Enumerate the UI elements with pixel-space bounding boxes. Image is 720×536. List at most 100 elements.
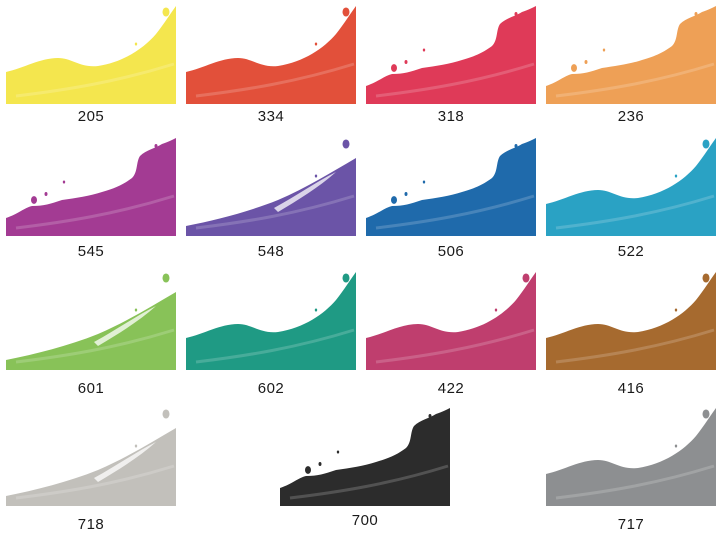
brush-texture — [555, 464, 715, 500]
paint-droplet — [31, 196, 37, 204]
paint-stroke-602 — [186, 272, 356, 370]
swatch-602: 602 — [186, 270, 356, 397]
paint-stroke-334 — [186, 6, 356, 104]
swatch-label-601: 601 — [77, 380, 105, 397]
paint-droplet — [674, 308, 678, 312]
swatch-label-236: 236 — [617, 108, 645, 125]
paint-stroke-body — [6, 428, 176, 506]
swatch-236: 236 — [546, 4, 716, 125]
swatch-334: 334 — [186, 4, 356, 125]
paint-droplet — [162, 273, 170, 283]
swatch-717: 717 — [546, 406, 716, 533]
paint-stroke-422 — [366, 272, 536, 370]
swatch-416: 416 — [546, 270, 716, 397]
paint-droplet — [342, 139, 350, 149]
highlight-streak — [94, 442, 156, 482]
swatch-205: 205 — [6, 4, 176, 125]
paint-droplet — [134, 308, 138, 312]
swatch-label-548: 548 — [257, 243, 285, 260]
paint-stroke-body — [546, 272, 716, 370]
paint-droplet — [702, 273, 710, 283]
paint-stroke-body — [366, 272, 536, 370]
paint-droplet — [522, 273, 530, 283]
swatch-label-545: 545 — [77, 243, 105, 260]
paint-droplet — [391, 196, 397, 204]
paint-stroke-601 — [6, 273, 176, 370]
paint-stroke-545 — [6, 138, 176, 236]
paint-droplet — [342, 273, 350, 283]
swatch-label-506: 506 — [437, 243, 465, 260]
paint-stroke-717 — [546, 408, 716, 506]
paint-stroke-416 — [546, 272, 716, 370]
paint-droplet — [694, 12, 698, 16]
paint-droplet — [571, 64, 577, 72]
swatch-label-700: 700 — [351, 512, 379, 529]
paint-stroke-body — [6, 292, 176, 370]
swatch-422: 422 — [366, 270, 536, 397]
paint-droplet — [514, 12, 518, 16]
paint-droplet — [314, 174, 318, 178]
brush-texture — [375, 194, 535, 230]
paint-stroke-body — [366, 138, 536, 236]
brush-texture — [375, 62, 535, 98]
paint-droplet — [404, 192, 408, 196]
paint-droplet — [62, 180, 66, 184]
paint-stroke-body — [546, 138, 716, 236]
swatch-label-522: 522 — [617, 243, 645, 260]
paint-droplet — [318, 462, 322, 466]
paint-droplet — [44, 192, 48, 196]
paint-stroke-body — [280, 408, 450, 506]
paint-stroke-body — [186, 272, 356, 370]
paint-droplet — [162, 409, 170, 419]
swatch-318: 318 — [366, 4, 536, 125]
swatch-522: 522 — [546, 136, 716, 260]
paint-stroke-700 — [280, 408, 450, 506]
paint-stroke-506 — [366, 138, 536, 236]
paint-stroke-205 — [6, 6, 176, 104]
swatch-label-318: 318 — [437, 108, 465, 125]
brush-texture — [555, 194, 715, 230]
paint-droplet — [584, 60, 588, 64]
brush-texture — [555, 328, 715, 364]
swatch-700: 700 — [280, 406, 450, 529]
swatch-label-422: 422 — [437, 380, 465, 397]
paint-stroke-body — [186, 158, 356, 236]
paint-stroke-318 — [366, 6, 536, 104]
swatch-label-416: 416 — [617, 380, 645, 397]
swatch-label-334: 334 — [257, 108, 285, 125]
brush-texture — [15, 194, 175, 230]
paint-droplet — [134, 444, 138, 448]
paint-stroke-548 — [186, 139, 356, 236]
paint-stroke-522 — [546, 138, 716, 236]
paint-droplet — [422, 180, 426, 184]
paint-droplet — [514, 144, 518, 148]
paint-droplet — [342, 7, 350, 17]
brush-texture — [289, 464, 449, 500]
paint-stroke-body — [6, 138, 176, 236]
paint-droplet — [674, 444, 678, 448]
brush-texture — [195, 328, 355, 364]
paint-droplet — [674, 174, 678, 178]
paint-droplet — [162, 7, 170, 17]
swatch-label-205: 205 — [77, 108, 105, 125]
paint-droplet — [422, 48, 426, 52]
paint-stroke-236 — [546, 6, 716, 104]
paint-droplet — [314, 42, 318, 46]
highlight-streak — [94, 306, 156, 346]
brush-texture — [195, 194, 355, 230]
brush-texture — [15, 328, 175, 364]
paint-droplet — [602, 48, 606, 52]
swatch-label-717: 717 — [617, 516, 645, 533]
paint-droplet — [305, 466, 311, 474]
paint-stroke-718 — [6, 409, 176, 506]
swatch-601: 601 — [6, 270, 176, 397]
brush-texture — [15, 62, 175, 98]
brush-texture — [555, 62, 715, 98]
paint-droplet — [154, 144, 158, 148]
swatch-718: 718 — [6, 406, 176, 533]
paint-stroke-body — [6, 6, 176, 104]
brush-texture — [195, 62, 355, 98]
paint-stroke-body — [546, 6, 716, 104]
swatch-548: 548 — [186, 136, 356, 260]
swatch-506: 506 — [366, 136, 536, 260]
